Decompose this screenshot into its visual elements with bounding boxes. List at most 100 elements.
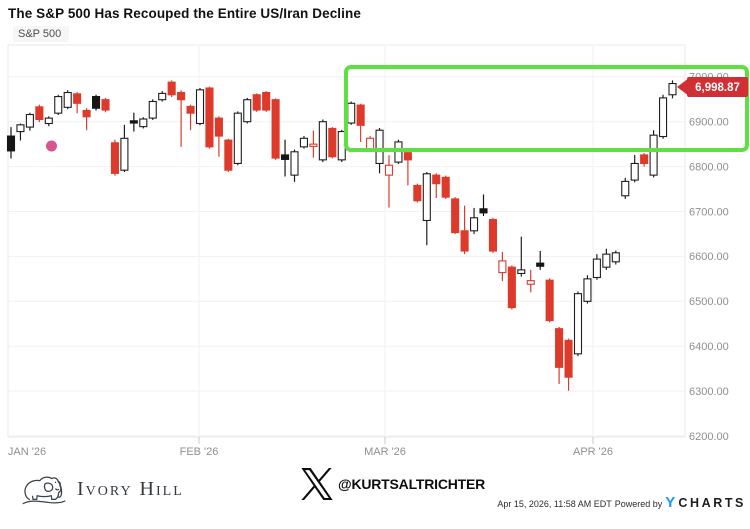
y-axis-label: 6400.00 (689, 341, 729, 353)
candle-body (640, 154, 649, 165)
candle-body (25, 113, 34, 128)
y-axis-label: 6900.00 (689, 117, 729, 129)
footer: Ivory Hill @KURTSALTRICHTER Apr 15, 2026… (0, 462, 750, 529)
candle-body (16, 124, 25, 133)
timestamp: Apr 15, 2026, 11:58 AM EDT (497, 499, 612, 509)
candle-body (205, 87, 214, 148)
elephant-logo-icon (22, 476, 66, 505)
price-badge-arrow (677, 79, 687, 95)
candle-body (233, 112, 242, 165)
candle-body (621, 180, 630, 197)
x-logo-icon (301, 468, 333, 500)
candle-body (318, 121, 327, 161)
chart-title: The S&P 500 Has Recouped the Entire US/I… (8, 6, 361, 21)
y-axis-label: 6200.00 (689, 431, 729, 443)
candle-body (536, 262, 545, 267)
candle-body (82, 109, 91, 118)
candle-body (243, 99, 252, 123)
plot-frame (7, 44, 686, 438)
candle-body (592, 258, 601, 279)
candle-body (375, 129, 384, 165)
candle-body (139, 118, 148, 128)
candlestick-chart: 6200.00 6300.00 6400.00 6500.00 6600.00 6700.… (6, 44, 749, 458)
candle-body (110, 142, 119, 174)
candle-body (252, 94, 261, 111)
x-axis-label: APR '26 (573, 446, 613, 458)
candle-body (92, 96, 101, 109)
green-annotation-box (344, 65, 749, 152)
price-badge (687, 77, 748, 97)
candle-body (658, 97, 668, 138)
series-legend: S&P 500 (13, 26, 70, 42)
candle-body (555, 328, 564, 368)
candle-body (328, 127, 337, 158)
candle-body (366, 137, 375, 150)
candle-body (280, 154, 290, 160)
candle-body (158, 92, 167, 101)
candle-body (545, 279, 554, 322)
candle-body (517, 269, 526, 275)
candle-body (214, 117, 223, 137)
candle-body (347, 102, 356, 124)
candle-body (186, 105, 195, 114)
candle-body (290, 151, 299, 176)
twitter-handle: @KURTSALTRICHTER (338, 476, 486, 492)
candle-body (507, 266, 516, 309)
candle-body (422, 173, 431, 222)
candle-body (583, 278, 592, 302)
candle-body (479, 208, 488, 214)
candle-body (394, 141, 403, 163)
candle-body (384, 164, 394, 176)
candle-body (611, 252, 620, 263)
candle-body (224, 139, 233, 171)
twitter-handle-group: @KURTSALTRICHTER (301, 468, 485, 500)
candle-body (6, 135, 16, 152)
pink-dot-marker (46, 140, 57, 152)
y-axis-label: 6600.00 (689, 251, 729, 263)
candle-body (469, 217, 479, 232)
powered-by-label: Powered by (614, 499, 663, 509)
candle-body (309, 143, 318, 147)
candle-body (649, 134, 658, 176)
y-axis-label: 6700.00 (689, 206, 729, 218)
candle-body (129, 120, 138, 124)
candle-body (668, 82, 677, 96)
candle-body (54, 96, 63, 114)
candle-body (177, 91, 186, 101)
x-axis-label: JAN '26 (8, 446, 46, 458)
y-axis-label: 6800.00 (689, 161, 729, 173)
candle-body (630, 162, 639, 181)
candle-body (299, 137, 309, 148)
candle-body (526, 280, 535, 285)
attribution: Apr 15, 2026, 11:58 AM EDT Powered by Y … (497, 494, 746, 511)
candle-body (564, 339, 573, 378)
candle-body (148, 100, 157, 119)
candle-body (451, 198, 460, 234)
y-axis-label: 6300.00 (689, 386, 729, 398)
candle-body (602, 253, 611, 268)
candle-body (262, 91, 271, 111)
candle-body (403, 152, 412, 161)
candle-body (167, 81, 176, 96)
candle-body (271, 99, 280, 159)
brand-name: Ivory Hill (77, 477, 184, 500)
x-axis-label: FEB '26 (180, 446, 219, 458)
brand-logo-group: Ivory Hill (20, 470, 184, 508)
candle-body (441, 176, 450, 198)
ycharts-logo-text: CHARTS (678, 496, 746, 510)
y-axis-label: 6500.00 (689, 296, 729, 308)
candle-body (573, 293, 583, 355)
candle-body (73, 93, 82, 104)
candle-body (460, 230, 469, 252)
candle-body (63, 91, 72, 108)
last-price-label: 6,998.87 (695, 82, 740, 94)
candle-body (195, 89, 205, 125)
candle-body (413, 184, 422, 202)
candle-body (498, 260, 507, 274)
x-axis-label: MAR '26 (364, 446, 406, 458)
candle-body (120, 137, 129, 171)
candle-body (432, 174, 441, 185)
candle-body (356, 104, 365, 126)
candle-body (101, 99, 110, 111)
